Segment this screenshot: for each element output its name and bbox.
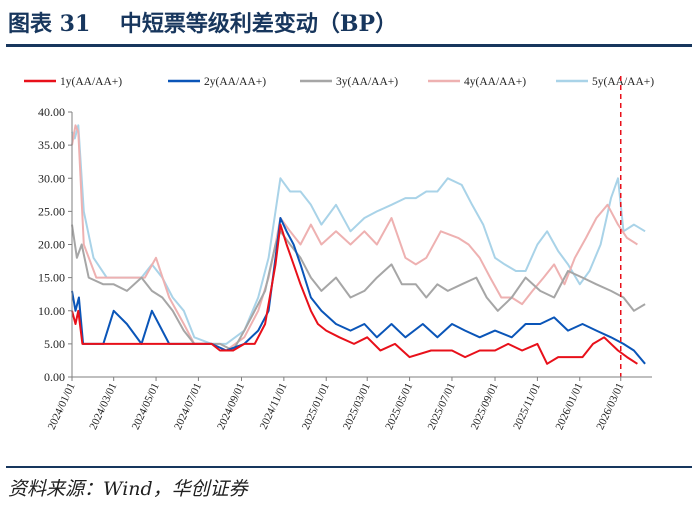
series-line-4y <box>71 124 638 352</box>
legend-label: 4y(AA/AA+) <box>464 76 526 88</box>
y-tick-label: 25.00 <box>38 204 65 218</box>
legend-label: 5y(AA/AA+) <box>592 76 654 88</box>
y-tick-label: 20.00 <box>38 238 65 252</box>
y-tick-label: 5.00 <box>44 337 65 351</box>
x-tick-label: 2025/09/01 <box>469 381 501 432</box>
x-tick-label: 2024/03/01 <box>87 381 119 432</box>
figure-title: 图表 31 中短票等级利差变动（BP） <box>8 11 398 37</box>
source-rule <box>6 466 692 468</box>
line-chart: 1y(AA/AA+) 2y(AA/AA+) 3y(AA/AA+) 4y(AA/AA+)… <box>24 76 654 432</box>
x-tick-label: 2024/07/01 <box>172 381 204 432</box>
y-tick-label: 0.00 <box>44 370 65 384</box>
source-note: 资料来源：Wind，华创证券 <box>8 478 248 500</box>
x-tick-label: 2024/11/01 <box>258 381 290 431</box>
x-axis-ticks: 2024/01/01 2024/03/01 2024/05/01 2024/07/01… <box>46 377 626 432</box>
y-tick-label: 40.00 <box>38 105 65 119</box>
x-tick-label: 2025/05/01 <box>383 381 415 432</box>
x-tick-label: 2024/01/01 <box>46 381 78 432</box>
y-tick-label: 35.00 <box>38 138 65 152</box>
legend-label: 1y(AA/AA+) <box>60 76 122 88</box>
series-line-1y <box>71 223 638 365</box>
x-tick-label: 2026/03/01 <box>594 381 626 432</box>
y-tick-label: 10.00 <box>38 304 65 318</box>
x-tick-label: 2026/01/01 <box>553 381 585 432</box>
x-tick-label: 2025/01/01 <box>300 381 332 432</box>
x-tick-label: 2025/03/01 <box>341 381 373 432</box>
x-tick-label: 2025/11/01 <box>511 381 543 431</box>
legend-label: 3y(AA/AA+) <box>336 76 398 88</box>
y-tick-label: 15.00 <box>38 271 65 285</box>
series-layer <box>71 124 646 365</box>
plot-area: 0.00 5.00 10.00 15.00 20.00 25.00 30.00 35.00 40… <box>38 76 652 432</box>
legend-label: 2y(AA/AA+) <box>204 76 266 88</box>
series-line-2y <box>71 217 646 365</box>
x-tick-label: 2025/07/01 <box>426 381 458 432</box>
y-axis-ticks: 0.00 5.00 10.00 15.00 20.00 25.00 30.00 35.00 40… <box>38 105 72 384</box>
x-tick-label: 2024/05/01 <box>130 381 162 432</box>
y-tick-label: 30.00 <box>38 171 65 185</box>
chart-legend: 1y(AA/AA+) 2y(AA/AA+) 3y(AA/AA+) 4y(AA/AA+)… <box>24 76 654 88</box>
series-line-3y <box>71 224 646 352</box>
x-tick-label: 2024/09/01 <box>215 381 247 432</box>
title-rule <box>6 44 692 47</box>
series-line-5y <box>71 124 646 345</box>
